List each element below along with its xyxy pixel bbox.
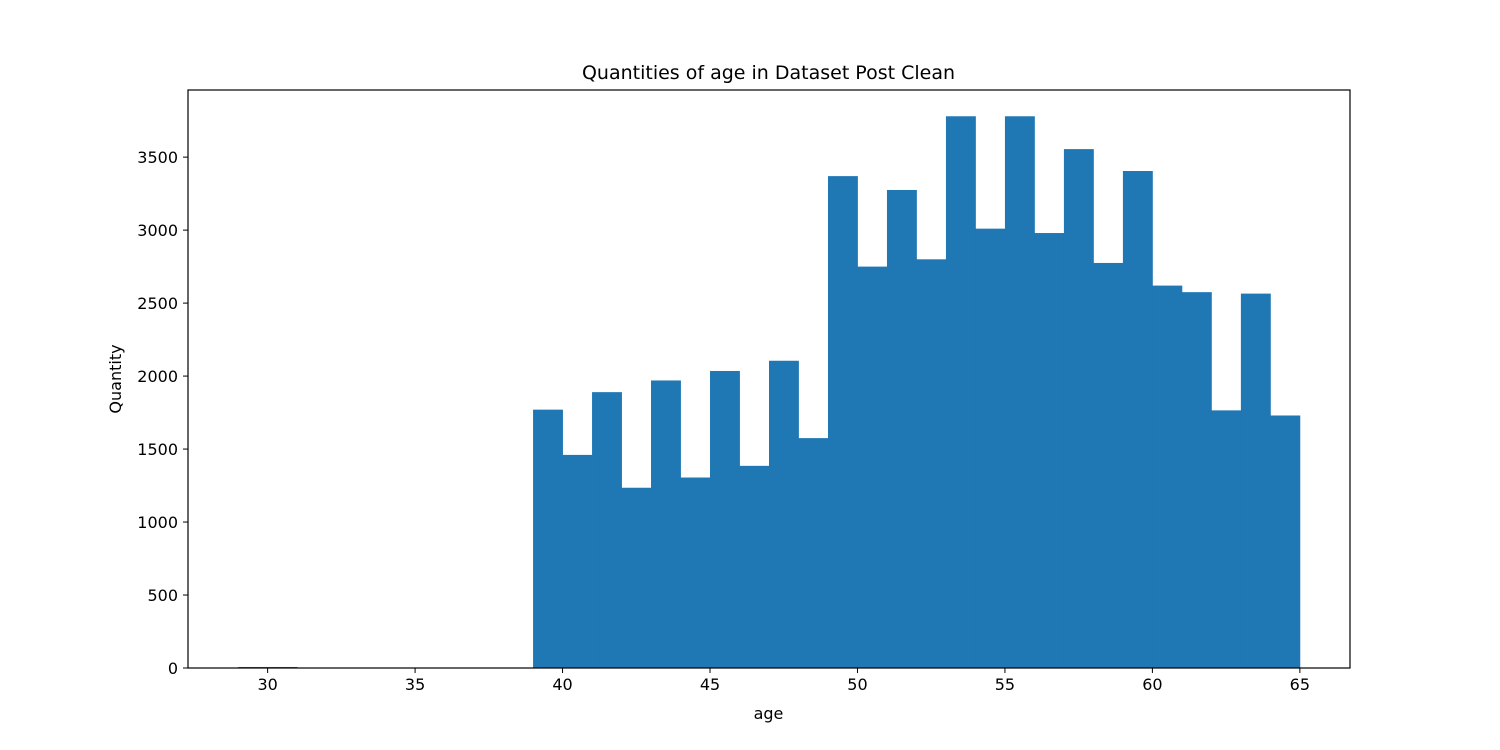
y-tick-label: 2000: [137, 367, 178, 386]
histogram-bar: [621, 487, 652, 668]
x-axis-ticks: 30 35 40 45 50 55 60 65: [257, 668, 1310, 694]
histogram-bar: [916, 259, 947, 668]
histogram-bar: [1004, 116, 1035, 668]
y-axis-ticks: 0 500 1000 1500 2000 2500 3000 3500: [137, 148, 188, 678]
histogram-bar: [975, 228, 1006, 668]
histogram-bar: [1240, 293, 1271, 668]
histogram-bar: [710, 370, 740, 668]
histogram-bar: [1181, 292, 1212, 668]
histogram-bar: [651, 380, 681, 668]
x-tick-label: 45: [700, 675, 720, 694]
bars-group: [238, 116, 1301, 669]
y-tick-label: 1000: [137, 513, 178, 532]
x-tick-label: 55: [995, 675, 1015, 694]
histogram-bar: [739, 465, 770, 668]
histogram-bar: [1270, 415, 1301, 668]
y-tick-label: 2500: [137, 294, 178, 313]
x-tick-label: 35: [405, 675, 425, 694]
histogram-bar: [769, 360, 799, 668]
x-tick-label: 65: [1290, 675, 1310, 694]
histogram-bar: [886, 189, 917, 669]
y-tick-label: 1500: [137, 440, 178, 459]
histogram-bar: [798, 438, 829, 668]
plot-frame: [187, 89, 1351, 669]
x-tick-label: 60: [1142, 675, 1162, 694]
histogram-bar: [533, 409, 563, 668]
chart-title: Quantities of age in Dataset Post Clean: [582, 62, 955, 84]
histogram-bar: [945, 116, 976, 668]
x-tick-label: 50: [847, 675, 867, 694]
y-tick-label: 500: [147, 586, 178, 605]
y-tick-label: 3000: [137, 221, 178, 240]
histogram-bar: [592, 392, 622, 668]
y-axis-label: Quantity: [106, 344, 125, 413]
x-axis-label: age: [754, 704, 784, 723]
y-tick-label: 3500: [137, 148, 178, 167]
histogram-bar: [827, 176, 858, 668]
histogram-bar: [857, 266, 888, 668]
histogram-bar: [1211, 410, 1242, 668]
histogram-bar: [1152, 285, 1183, 668]
histogram-bar: [680, 477, 711, 668]
x-tick-label: 40: [552, 675, 572, 694]
x-tick-label: 30: [257, 675, 277, 694]
histogram-bar: [562, 454, 593, 668]
histogram-bar: [1063, 149, 1094, 669]
histogram-bar: [1034, 233, 1065, 669]
y-tick-label: 0: [168, 659, 178, 678]
histogram-bar: [1122, 171, 1153, 668]
histogram-bar: [1093, 262, 1124, 668]
